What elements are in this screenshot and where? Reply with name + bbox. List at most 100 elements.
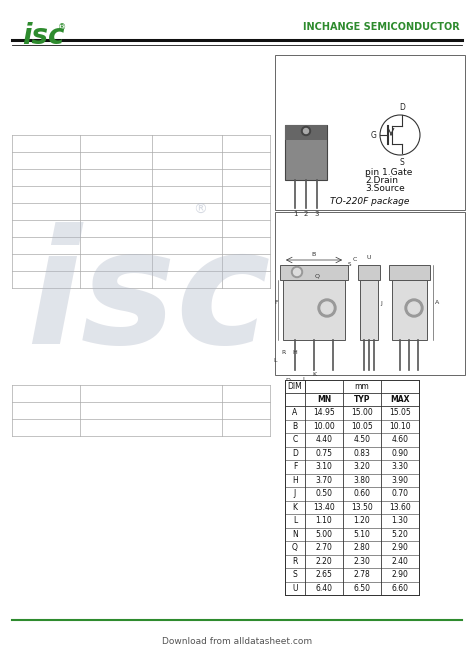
Text: 2.78: 2.78	[354, 570, 370, 580]
Text: 0.90: 0.90	[392, 449, 409, 458]
Text: 0.70: 0.70	[392, 489, 409, 498]
Text: 1.20: 1.20	[354, 517, 370, 525]
Text: S: S	[292, 570, 297, 580]
Text: Download from alldatasheet.com: Download from alldatasheet.com	[162, 637, 312, 647]
Text: 3.10: 3.10	[316, 462, 332, 471]
Text: 10.05: 10.05	[351, 421, 373, 431]
Text: mm: mm	[355, 382, 369, 391]
Text: S: S	[347, 262, 351, 267]
Text: 3.20: 3.20	[354, 462, 371, 471]
Text: 4.50: 4.50	[354, 436, 371, 444]
Text: A: A	[292, 408, 298, 417]
Text: 14.95: 14.95	[313, 408, 335, 417]
Circle shape	[380, 115, 420, 155]
Text: 2.80: 2.80	[354, 543, 370, 552]
Circle shape	[405, 299, 423, 317]
Text: H: H	[292, 476, 298, 485]
Text: 3.80: 3.80	[354, 476, 371, 485]
Text: MN: MN	[317, 395, 331, 404]
Text: L: L	[273, 358, 277, 362]
Circle shape	[292, 267, 302, 277]
Text: B: B	[312, 252, 316, 257]
Text: 6.60: 6.60	[392, 584, 409, 593]
Text: D: D	[292, 449, 298, 458]
Text: 1.30: 1.30	[392, 517, 409, 525]
Text: U: U	[367, 255, 371, 260]
Text: ®: ®	[58, 23, 66, 32]
Text: isc: isc	[26, 222, 270, 377]
Bar	[389, 265, 430, 280]
Text: C: C	[353, 257, 357, 262]
Text: K: K	[312, 373, 316, 377]
Text: 0.60: 0.60	[354, 489, 371, 498]
Text: 2.Drain: 2.Drain	[365, 176, 398, 185]
Text: 6.50: 6.50	[354, 584, 371, 593]
Text: H: H	[292, 350, 297, 354]
Text: L: L	[293, 517, 297, 525]
Text: 0.75: 0.75	[316, 449, 332, 458]
Text: B: B	[292, 421, 298, 431]
Text: 0.83: 0.83	[354, 449, 371, 458]
Bar	[358, 265, 380, 280]
Text: S: S	[400, 158, 404, 167]
Text: 10.00: 10.00	[313, 421, 335, 431]
Text: 0.50: 0.50	[316, 489, 332, 498]
Text: 4.60: 4.60	[392, 436, 409, 444]
Text: 3.70: 3.70	[316, 476, 332, 485]
Text: isc: isc	[22, 22, 64, 50]
Bar	[285, 125, 327, 140]
Text: 5.20: 5.20	[392, 530, 409, 539]
Text: TYP: TYP	[354, 395, 370, 404]
Text: 10.10: 10.10	[389, 421, 411, 431]
Bar	[283, 280, 345, 340]
Text: pin 1.Gate: pin 1.Gate	[365, 168, 412, 177]
Text: 2.90: 2.90	[392, 570, 409, 580]
Text: J: J	[294, 489, 296, 498]
Text: R: R	[292, 557, 298, 565]
Text: D: D	[285, 377, 291, 383]
Text: 2.90: 2.90	[392, 543, 409, 552]
Text: 2.70: 2.70	[316, 543, 332, 552]
Text: ®: ®	[193, 203, 207, 217]
Text: 5.10: 5.10	[354, 530, 371, 539]
Text: R: R	[282, 350, 286, 354]
Text: C: C	[292, 436, 298, 444]
Bar	[275, 212, 465, 375]
Text: 4.40: 4.40	[316, 436, 332, 444]
Text: N: N	[292, 530, 298, 539]
Text: 2.30: 2.30	[354, 557, 371, 565]
Text: K: K	[292, 502, 298, 512]
Text: 15.00: 15.00	[351, 408, 373, 417]
Text: 13.60: 13.60	[389, 502, 411, 512]
Text: 1: 1	[293, 211, 297, 217]
Text: G: G	[371, 131, 377, 139]
Bar	[285, 380, 419, 595]
Text: INCHANGE SEMICONDUCTOR: INCHANGE SEMICONDUCTOR	[303, 22, 460, 32]
Text: Q: Q	[315, 273, 319, 278]
Text: 3.30: 3.30	[392, 462, 409, 471]
Text: 2.65: 2.65	[316, 570, 332, 580]
Text: 1.10: 1.10	[316, 517, 332, 525]
Circle shape	[293, 269, 301, 275]
Text: 2.20: 2.20	[316, 557, 332, 565]
Text: 6.40: 6.40	[316, 584, 332, 593]
Circle shape	[318, 299, 336, 317]
Text: J: J	[302, 377, 304, 383]
Bar	[392, 280, 427, 340]
Text: 2.40: 2.40	[392, 557, 409, 565]
Circle shape	[301, 127, 310, 135]
Text: 3: 3	[315, 211, 319, 217]
Bar	[285, 125, 327, 180]
Text: 15.05: 15.05	[389, 408, 411, 417]
Bar	[275, 55, 465, 210]
Text: 5.00: 5.00	[316, 530, 332, 539]
Bar	[360, 280, 378, 340]
Text: DIM: DIM	[288, 382, 302, 391]
Text: U: U	[292, 584, 298, 593]
Text: 13.50: 13.50	[351, 502, 373, 512]
Text: 3.90: 3.90	[392, 476, 409, 485]
Circle shape	[321, 302, 333, 314]
Bar	[280, 265, 348, 280]
Text: 3.Source: 3.Source	[365, 184, 405, 193]
Text: Q: Q	[292, 543, 298, 552]
